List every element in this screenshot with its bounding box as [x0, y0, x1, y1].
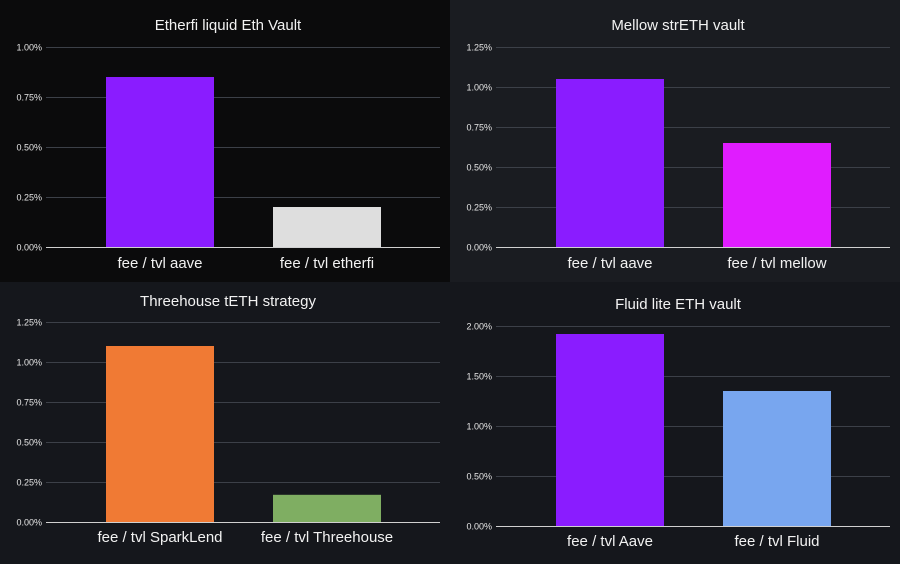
etherfi-y-tick-label: 0.75%	[16, 93, 42, 103]
fluid-chart-title: Fluid lite ETH vault	[615, 296, 742, 313]
mellow-category-label: fee / tvl aave	[567, 255, 652, 272]
etherfi-y-tick-label: 1.00%	[16, 43, 42, 53]
threehouse-y-tick-label: 0.75%	[16, 398, 42, 408]
threehouse-category-label: fee / tvl Threehouse	[261, 529, 393, 546]
chart-panel-fluid: Fluid lite ETH vault 0.00% 0.50% 1.00% 1.50%…	[450, 282, 900, 564]
threehouse-y-tick-label: 0.25%	[16, 478, 42, 488]
etherfi-category-label: fee / tvl aave	[117, 255, 202, 272]
threehouse-y-tick-label: 0.50%	[16, 438, 42, 448]
threehouse-y-tick-label: 1.25%	[16, 318, 42, 328]
mellow-y-tick-label: 1.25%	[466, 43, 492, 53]
fluid-y-tick-label: 1.00%	[466, 422, 492, 432]
threehouse-panel-background	[0, 282, 450, 564]
mellow-y-tick-label: 0.25%	[466, 203, 492, 213]
mellow-bar-2	[723, 143, 831, 247]
fluid-y-tick-label: 2.00%	[466, 322, 492, 332]
fluid-y-tick-label: 1.50%	[466, 372, 492, 382]
fluid-category-label: fee / tvl Fluid	[734, 533, 819, 550]
etherfi-panel-background	[0, 0, 450, 282]
etherfi-y-tick-label: 0.25%	[16, 193, 42, 203]
mellow-chart: Mellow strETH vault 0.00% 0.25% 0.50% 0.75% 1…	[450, 0, 900, 282]
threehouse-chart: Threehouse tETH strategy 0.00% 0.25% 0.50% 0…	[0, 282, 450, 564]
fluid-category-label: fee / tvl Aave	[567, 533, 653, 550]
mellow-y-tick-label: 1.00%	[466, 83, 492, 93]
fluid-bar-2	[723, 391, 831, 526]
fluid-y-tick-label: 0.00%	[466, 522, 492, 532]
threehouse-y-tick-label: 1.00%	[16, 358, 42, 368]
etherfi-category-label: fee / tvl etherfi	[280, 255, 374, 272]
mellow-y-tick-label: 0.75%	[466, 123, 492, 133]
etherfi-chart: Etherfi liquid Eth Vault 0.00% 0.25% 0.50% 0…	[0, 0, 450, 282]
mellow-category-label: fee / tvl mellow	[727, 255, 826, 272]
fluid-chart: Fluid lite ETH vault 0.00% 0.50% 1.00% 1.50%…	[450, 282, 900, 564]
fluid-panel-background	[450, 282, 900, 564]
threehouse-y-tick-label: 0.00%	[16, 518, 42, 528]
threehouse-chart-title: Threehouse tETH strategy	[140, 293, 316, 310]
threehouse-category-label: fee / tvl SparkLend	[97, 529, 222, 546]
chart-panel-mellow: Mellow strETH vault 0.00% 0.25% 0.50% 0.75% 1…	[450, 0, 900, 282]
mellow-y-tick-label: 0.50%	[466, 163, 492, 173]
etherfi-chart-title: Etherfi liquid Eth Vault	[155, 17, 302, 34]
threehouse-bar-1	[106, 346, 214, 522]
threehouse-bar-2	[273, 494, 381, 522]
etherfi-bar-1	[106, 77, 214, 247]
etherfi-bar-2	[273, 207, 381, 247]
chart-panel-etherfi: Etherfi liquid Eth Vault 0.00% 0.25% 0.50% 0…	[0, 0, 450, 282]
fluid-y-tick-label: 0.50%	[466, 472, 492, 482]
chart-panel-threehouse: Threehouse tETH strategy 0.00% 0.25% 0.50% 0…	[0, 282, 450, 564]
etherfi-y-tick-label: 0.00%	[16, 243, 42, 253]
mellow-y-tick-label: 0.00%	[466, 243, 492, 253]
mellow-panel-background	[450, 0, 900, 282]
mellow-bar-1	[556, 79, 664, 247]
etherfi-y-tick-label: 0.50%	[16, 143, 42, 153]
fluid-bar-1	[556, 334, 664, 526]
mellow-chart-title: Mellow strETH vault	[611, 17, 745, 34]
